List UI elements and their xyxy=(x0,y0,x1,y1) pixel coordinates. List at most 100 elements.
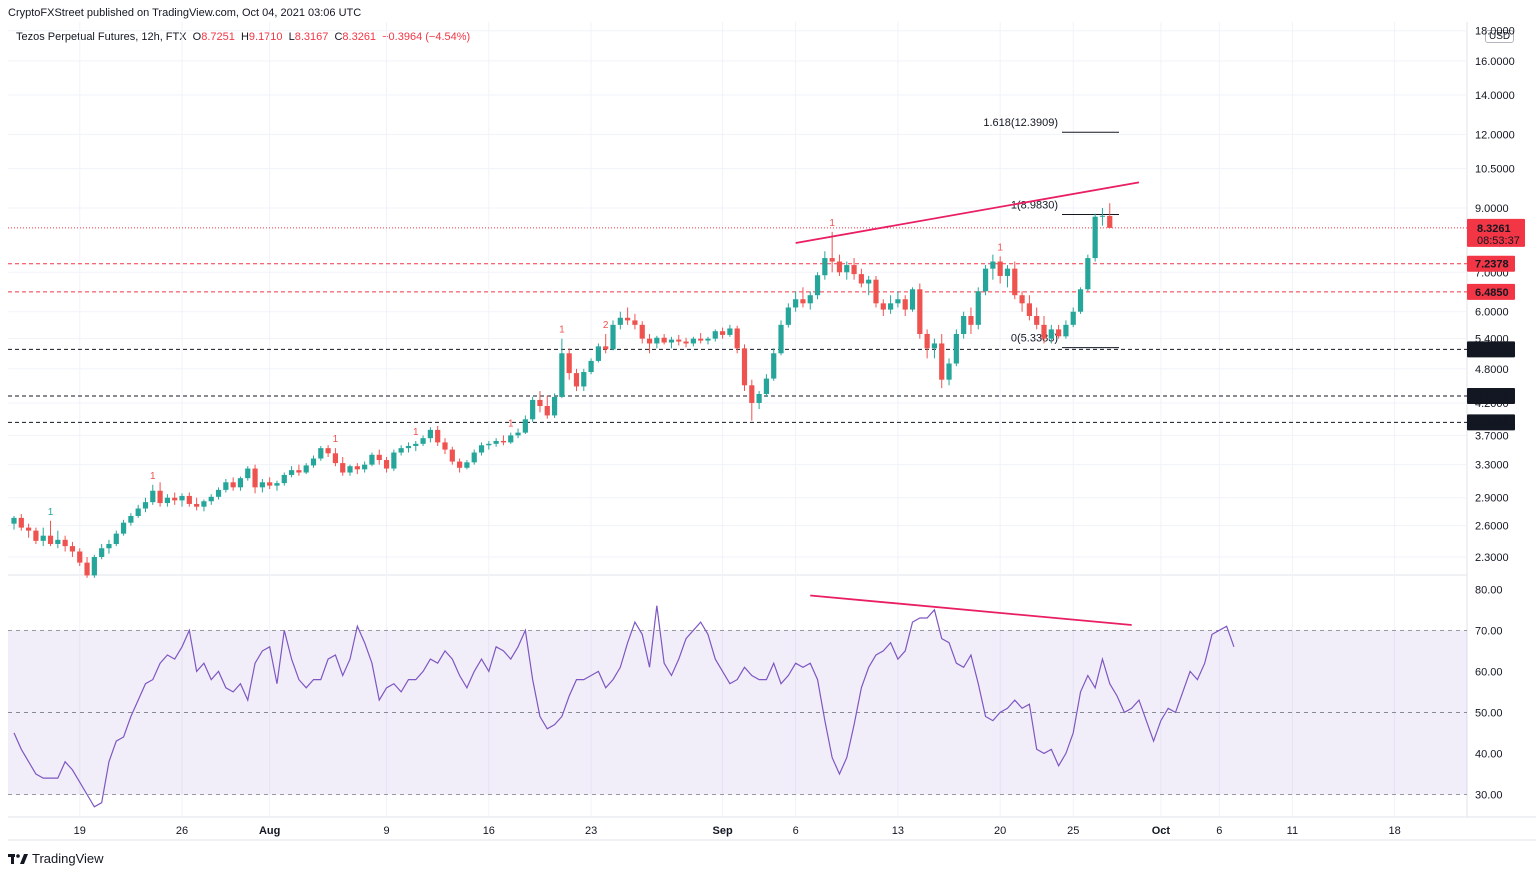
candle-body xyxy=(1107,215,1113,228)
candle-body xyxy=(756,393,762,403)
candle-body xyxy=(362,464,368,470)
candle-body xyxy=(522,419,528,433)
candle-body xyxy=(135,508,141,516)
high-label: H xyxy=(240,31,249,43)
candle-body xyxy=(449,449,455,462)
time-tick-label: 19 xyxy=(74,825,86,837)
candle-body xyxy=(142,502,149,509)
sequential-marker: 1 xyxy=(48,507,54,518)
candle-body xyxy=(128,515,134,523)
candle-body xyxy=(332,453,339,464)
candle-body xyxy=(471,452,477,463)
candle-body xyxy=(303,465,309,473)
candle-body xyxy=(1019,295,1025,304)
axes: 18.000016.000014.000012.000010.50009.000… xyxy=(74,26,1525,837)
open-label: O xyxy=(192,31,202,43)
candle-body xyxy=(318,448,324,459)
candle-body xyxy=(391,452,397,469)
rsi-tick-label: 80.00 xyxy=(1475,584,1503,596)
candle-body xyxy=(595,346,601,361)
candle-body xyxy=(844,265,850,273)
candle-body xyxy=(778,324,784,354)
candle-body xyxy=(33,530,39,541)
candle-body xyxy=(712,331,718,339)
time-tick-label: 6 xyxy=(1216,825,1222,837)
time-tick-label: 23 xyxy=(585,825,597,837)
candle-body xyxy=(369,454,375,465)
candle-body xyxy=(1048,329,1054,339)
price-tick-label: 12.0000 xyxy=(1475,129,1515,141)
candles xyxy=(11,203,1113,578)
candle-body xyxy=(982,268,989,292)
price-tick-label: 16.0000 xyxy=(1475,56,1515,68)
candle-body xyxy=(223,482,229,490)
currency-button[interactable]: USD xyxy=(1485,30,1515,43)
candle-body xyxy=(62,539,68,547)
candle-body xyxy=(931,343,938,349)
time-tick-label: Aug xyxy=(259,825,280,837)
candle-body xyxy=(625,317,631,321)
candle-body xyxy=(734,328,740,349)
candle-body xyxy=(771,353,777,379)
candle-body xyxy=(961,316,967,334)
candle-body xyxy=(398,448,404,453)
candle-body xyxy=(1077,289,1084,312)
time-tick-label: 20 xyxy=(994,825,1006,837)
candle-body xyxy=(478,445,485,453)
candle-body xyxy=(84,562,90,576)
candle-body xyxy=(822,258,828,276)
candle-body xyxy=(376,454,382,461)
candle-body xyxy=(588,360,594,373)
last-price-tag xyxy=(1467,218,1525,247)
brand-name: TradingView xyxy=(32,851,104,866)
candle-body xyxy=(383,460,390,469)
rsi-tick-label: 60.00 xyxy=(1475,666,1503,678)
candle-body xyxy=(530,399,536,420)
candle-body xyxy=(230,482,236,488)
candle-body xyxy=(55,539,61,544)
candle-body xyxy=(902,299,908,310)
sequential-marker: 1 xyxy=(413,427,419,438)
candle-body xyxy=(698,338,704,341)
candle-body xyxy=(683,341,689,344)
candle-body xyxy=(201,501,207,507)
candle-body xyxy=(581,372,587,387)
candle-body xyxy=(310,458,317,466)
candle-body xyxy=(172,497,178,501)
candle-body xyxy=(814,275,821,296)
candle-body xyxy=(1004,268,1011,276)
time-tick-label: 11 xyxy=(1287,825,1298,837)
candle-body xyxy=(705,338,711,341)
candle-body xyxy=(559,353,565,397)
level-tag xyxy=(1467,414,1515,431)
level-tag xyxy=(1467,255,1515,272)
price-tick-label: 2.9000 xyxy=(1475,493,1509,505)
candle-body xyxy=(551,396,558,416)
candle-body xyxy=(617,317,623,325)
candle-body xyxy=(924,333,930,349)
candle-body xyxy=(420,438,426,444)
candle-body xyxy=(106,543,112,549)
candle-body xyxy=(632,320,638,325)
candle-body xyxy=(508,435,514,443)
candle-body xyxy=(164,497,171,504)
candle-body xyxy=(610,324,616,350)
candle-body xyxy=(91,557,97,576)
level-tag-label: 7.2378 xyxy=(1475,259,1509,271)
publisher-line: CryptoFXStreet published on TradingView.… xyxy=(8,7,362,19)
tradingview-logo-icon xyxy=(8,853,28,864)
candle-body xyxy=(858,274,864,284)
candle-body xyxy=(646,338,653,344)
candle-body xyxy=(793,299,799,308)
candle-body xyxy=(1056,329,1062,337)
candle-body xyxy=(515,432,521,436)
candle-body xyxy=(917,289,923,334)
candle-body xyxy=(18,517,24,528)
candle-body xyxy=(194,503,200,507)
candle-body xyxy=(946,363,952,380)
candle-body xyxy=(654,337,660,344)
candle-body xyxy=(1092,216,1098,259)
candle-body xyxy=(99,548,105,557)
sequential-marker: 1 xyxy=(559,325,565,336)
